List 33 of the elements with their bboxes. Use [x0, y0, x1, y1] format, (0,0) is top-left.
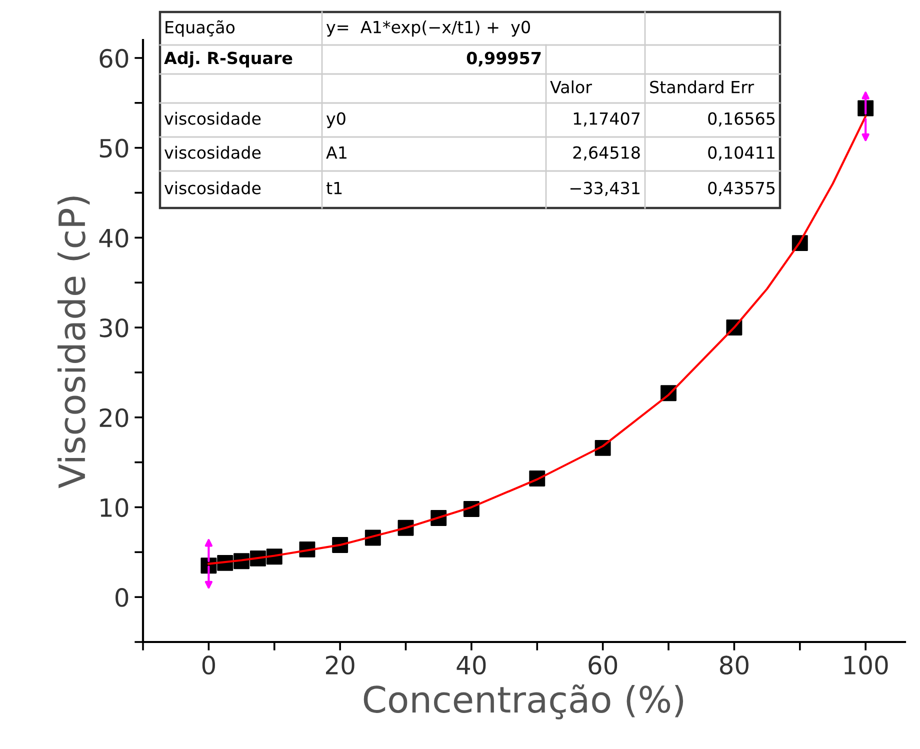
annotation: 0,10411	[708, 146, 774, 161]
annotation: 2,64518	[573, 146, 640, 161]
annotation: viscosidade	[164, 146, 261, 159]
y-tick-label: 10	[100, 498, 128, 518]
annotation: t1	[326, 182, 342, 194]
y-tick-label: 50	[100, 138, 128, 158]
annotation: 0,43575	[708, 182, 775, 196]
y-tick-label: 0	[116, 588, 128, 607]
x-axis-title: Concentração (%)	[364, 684, 684, 720]
x-tick-label: 20	[326, 656, 354, 675]
y-tick-label: 30	[100, 318, 128, 338]
annotation: viscosidade	[164, 181, 261, 194]
text: Equação	[166, 20, 235, 37]
x-tick-label: 100	[844, 656, 888, 675]
y-axis-title: Viscosidade (cP)	[57, 196, 90, 488]
annotation: viscosidade	[164, 112, 261, 125]
y-tick-label: 60	[100, 48, 128, 68]
annotation: −33,431	[570, 182, 640, 196]
x-tick-label: 60	[588, 656, 618, 675]
annotation: Valor	[550, 80, 592, 94]
y-tick-label: 40	[99, 228, 128, 248]
x-tick-label: 80	[720, 656, 748, 675]
annotation: 0,16565	[708, 112, 775, 127]
y-tick-label: 20	[100, 408, 128, 428]
annotation: 0,99957	[466, 52, 541, 66]
annotation: y0	[326, 112, 346, 128]
annotation: Adj. R-Square	[164, 51, 292, 68]
x-tick-label: 40	[456, 656, 486, 675]
annotation: 1,17407	[574, 112, 640, 127]
x-tick-label: 0	[202, 656, 215, 675]
annotation: Standard Err	[650, 80, 754, 94]
annotation: A1	[326, 146, 346, 159]
text: y= A1*exp(−x/t1) + y0	[326, 20, 530, 37]
